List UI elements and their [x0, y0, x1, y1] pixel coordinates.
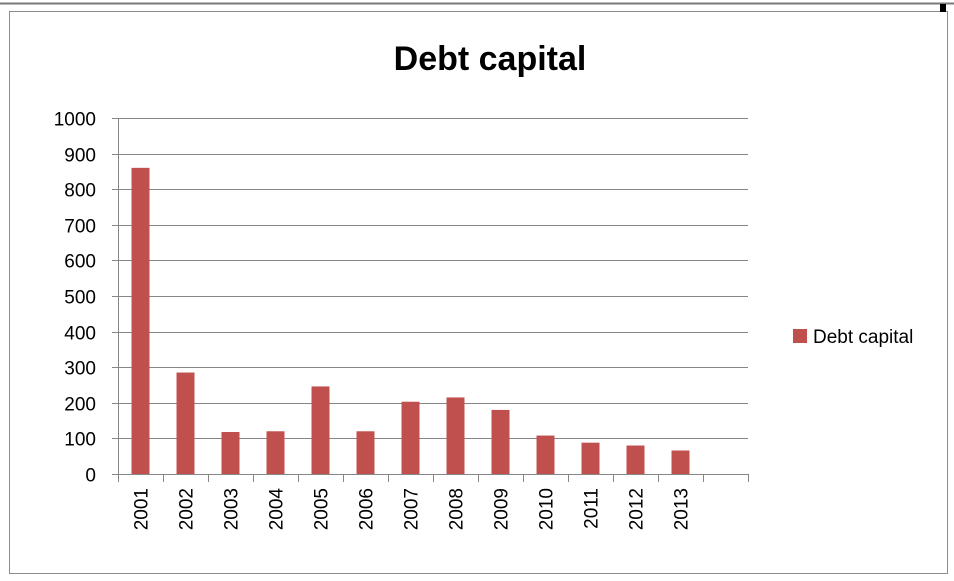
bars — [131, 167, 690, 474]
x-axis: 2001 2002 2003 2004 2005 2006 2007 2008 2009 2010… — [118, 474, 749, 530]
bar-2001 — [131, 167, 150, 474]
bar-2005 — [311, 386, 330, 474]
bar-2008 — [446, 397, 465, 474]
x-tick-label: 2010 — [537, 488, 558, 530]
x-tick-label: 2012 — [627, 488, 648, 530]
bar-2002 — [176, 372, 195, 474]
y-tick-label: 600 — [64, 252, 96, 273]
x-tick-label: 2011 — [582, 488, 603, 529]
bar-2010 — [536, 435, 555, 474]
y-tick-label: 1000 — [54, 110, 96, 131]
x-tick-label: 2006 — [357, 488, 378, 530]
x-tick-label: 2005 — [312, 488, 333, 530]
resize-handle-icon[interactable] — [940, 4, 946, 12]
y-tick-label: 400 — [64, 324, 96, 345]
bar-2012 — [626, 445, 645, 474]
bar-2007 — [401, 401, 420, 474]
y-tick-label: 900 — [64, 146, 96, 167]
bar-2003 — [221, 431, 240, 474]
bar-2009 — [491, 409, 510, 474]
bar-2011 — [581, 442, 600, 474]
x-tick-label: 2008 — [447, 488, 468, 530]
x-tick-label: 2003 — [222, 488, 243, 530]
chart-title: Debt capital — [394, 40, 587, 78]
y-tick-label: 0 — [85, 466, 96, 487]
x-tick-label: 2009 — [492, 488, 513, 530]
y-tick-label: 300 — [64, 359, 96, 380]
x-tick-label: 2004 — [267, 488, 288, 531]
y-tick-label: 200 — [64, 395, 96, 416]
y-tick-label: 500 — [64, 288, 96, 309]
y-tick-label: 100 — [64, 430, 96, 451]
y-tick-label: 700 — [64, 217, 96, 238]
bar-2006 — [356, 431, 375, 474]
bar-2004 — [266, 431, 285, 474]
legend: Debt capital — [793, 327, 913, 348]
y-axis: 0 100 200 300 400 500 600 700 800 900 1000 — [54, 110, 119, 487]
legend-label: Debt capital — [813, 327, 913, 348]
x-tick-label: 2007 — [402, 488, 423, 530]
legend-swatch — [793, 329, 807, 343]
x-tick-label: 2002 — [177, 488, 198, 530]
x-tick-label: 2001 — [132, 488, 153, 530]
y-tick-label: 800 — [64, 181, 96, 202]
x-tick-label: 2013 — [672, 488, 693, 530]
bar-2013 — [671, 450, 690, 474]
